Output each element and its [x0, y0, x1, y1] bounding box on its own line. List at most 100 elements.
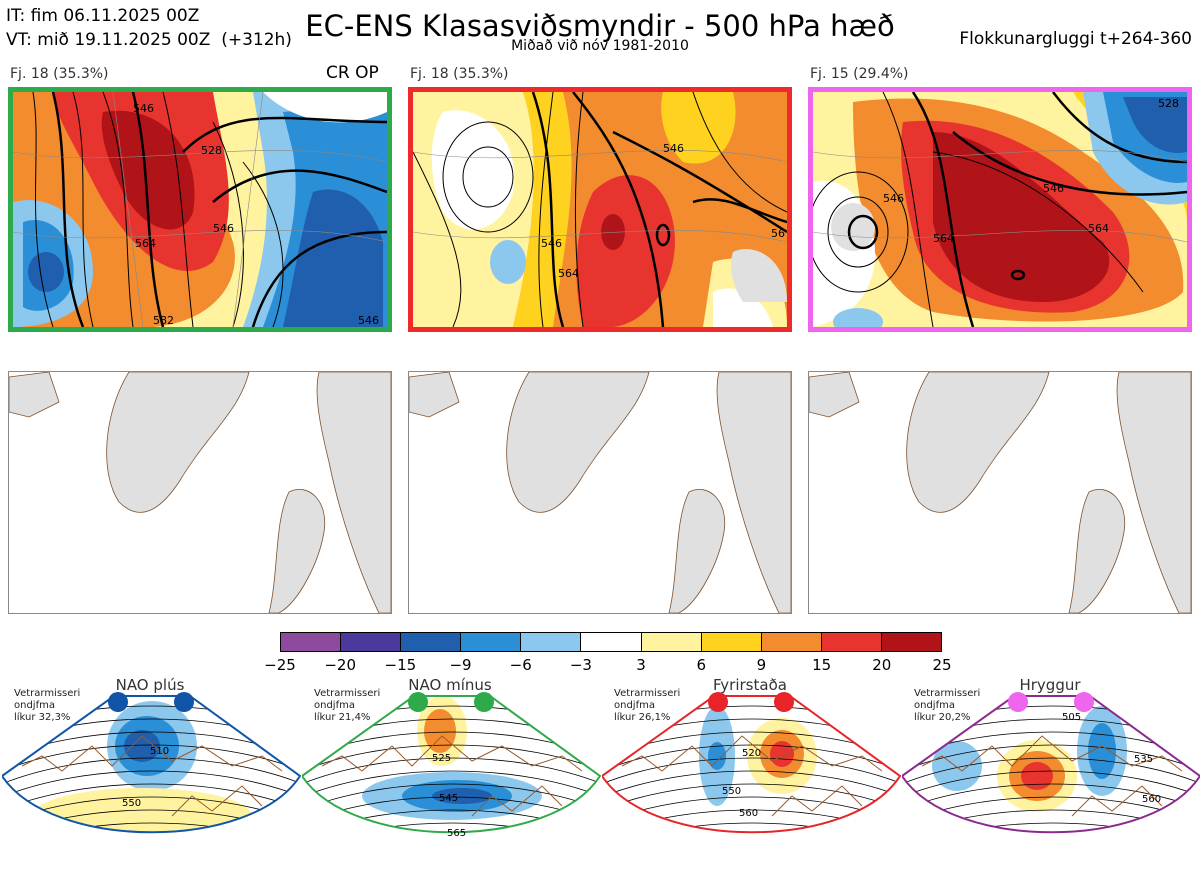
anomaly-blob: [32, 788, 252, 833]
cluster-1-contour-label: 546: [213, 222, 234, 235]
height-contour: [902, 744, 1200, 776]
regime-contour-label: 550: [722, 786, 741, 797]
regime-info: Vetrarmisseri: [14, 688, 81, 699]
height-contour: [2, 757, 300, 789]
cluster-3-contour-label: 564: [1088, 222, 1109, 235]
regime-marker-dot: [708, 692, 728, 712]
cluster-1-contour-label: 546: [358, 314, 379, 327]
regime-contour-label: 545: [439, 793, 458, 804]
colorbar-tick: −15: [384, 656, 417, 674]
classification-window: Flokkunargluggi t+264-360: [959, 29, 1192, 49]
height-contour: [602, 783, 900, 815]
colorbar-tick: −6: [509, 656, 532, 674]
regime-frame: [2, 695, 302, 834]
init-time: IT: fim 06.11.2025 00Z: [6, 6, 200, 26]
regime-name: NAO mínus: [408, 676, 492, 694]
empty-map-3: [808, 371, 1192, 614]
coastline: [621, 735, 883, 817]
height-contour: [602, 757, 900, 789]
cluster-3-map: 546 546 564 564 528: [808, 87, 1192, 332]
crop-label: CR OP: [326, 63, 379, 83]
regime-panel: 505 535 560 Hryggur Vetrarmisseri ondjfma líku…: [902, 676, 1200, 871]
colorbar-tick: −20: [324, 656, 356, 674]
height-contour: [302, 757, 600, 789]
cluster-1-contour-label: 564: [135, 237, 156, 250]
anomaly-blob: [424, 709, 456, 753]
regime-info: líkur 26,1%: [614, 712, 671, 723]
regime-frame: [902, 695, 1200, 834]
height-contour: [902, 757, 1200, 789]
regime-info: ondjfma: [314, 700, 355, 711]
regime-map: 520 550 560: [602, 692, 902, 834]
cluster-1-contour-label: 546: [133, 102, 154, 115]
page-subtitle: Miðað við nóv 1981-2010: [511, 38, 689, 54]
regime-contour-label: 520: [742, 748, 761, 759]
regime-name: Hryggur: [1019, 676, 1081, 694]
regime-contour-label: 565: [447, 828, 466, 839]
regime-info: ondjfma: [914, 700, 955, 711]
regime-info: Vetrarmisseri: [614, 688, 681, 699]
height-contour: [902, 770, 1200, 802]
regime-info: líkur 21,4%: [314, 712, 371, 723]
regime-panel: 510 550 NAO plús Vetrarmisseri ondjfma líkur …: [2, 676, 302, 871]
cluster-1-contour-label: 528: [201, 144, 222, 157]
regime-map: 525 545 565: [302, 692, 602, 839]
regime-panel: 520 550 560 Fyrirstaða Vetrarmisseri ondjfma l…: [602, 676, 902, 871]
height-contour: [302, 744, 600, 776]
regime-frame: [302, 695, 602, 834]
coastline: [321, 735, 583, 817]
anomaly-blob: [1088, 723, 1116, 779]
cluster-3-contour-label: 564: [933, 232, 954, 245]
cluster-3-contour-label: 546: [1043, 182, 1064, 195]
height-contour: [2, 744, 300, 776]
regime-contour-label: 535: [1134, 754, 1153, 765]
cluster-3-contour-label: 528: [1158, 97, 1179, 110]
colorbar-tick: 20: [872, 656, 892, 674]
empty-map-2: [408, 371, 792, 614]
colorbar-tick: 3: [636, 656, 646, 674]
regime-info: líkur 32,3%: [14, 712, 71, 723]
anomaly-blob: [1017, 842, 1047, 854]
regime-info: ondjfma: [14, 700, 55, 711]
regime-map: 505 535 560: [902, 692, 1200, 854]
regime-contour-label: 525: [432, 753, 451, 764]
height-contour: [2, 770, 300, 802]
regime-contour-label: 560: [739, 808, 758, 819]
colorbar-swatch: [581, 633, 642, 651]
regime-contour-label: 560: [1142, 794, 1161, 805]
cluster-3-label: Fj. 15 (29.4%): [810, 66, 909, 82]
regime-marker-dot: [1074, 692, 1094, 712]
anomaly-blob: [1021, 762, 1053, 790]
colorbar-swatch: [461, 633, 522, 651]
colorbar-swatch: [641, 633, 702, 651]
coastline: [921, 735, 1183, 817]
anomaly-blob: [770, 741, 794, 767]
coastline: [21, 735, 283, 817]
regime-marker-dot: [1008, 692, 1028, 712]
regime-marker-dot: [774, 692, 794, 712]
colorbar-tick: −25: [264, 656, 296, 674]
height-contour: [602, 822, 900, 833]
colorbar-tick: 6: [696, 656, 707, 674]
page-title: EC-ENS Klasasviðsmyndir - 500 hPa hæð: [305, 9, 895, 43]
regime-info: líkur 20,2%: [914, 712, 971, 723]
colorbar-swatch: [761, 633, 822, 651]
colorbar-tick: 15: [812, 656, 832, 674]
height-contour: [602, 744, 900, 776]
height-contour: [302, 770, 600, 802]
regime-contour-label: 550: [122, 798, 141, 809]
regime-marker-dot: [174, 692, 194, 712]
cluster-2-contour-label: 546: [663, 142, 684, 155]
cluster-1-label: Fj. 18 (35.3%): [10, 66, 109, 82]
regime-contour-label: 510: [150, 746, 169, 757]
height-contour: [2, 783, 300, 815]
colorbar-tick: −9: [449, 656, 472, 674]
cluster-1-contour-label: 582: [153, 314, 174, 327]
colorbar-swatch: [281, 633, 342, 651]
colorbar-tick: −3: [569, 656, 592, 674]
colorbar-swatch: [701, 633, 762, 651]
cluster-2-contour-label: 56: [771, 227, 785, 240]
height-contour: [902, 822, 1200, 833]
cluster-2-contour-label: 564: [558, 267, 579, 280]
regime-name: Fyrirstaða: [713, 676, 787, 694]
